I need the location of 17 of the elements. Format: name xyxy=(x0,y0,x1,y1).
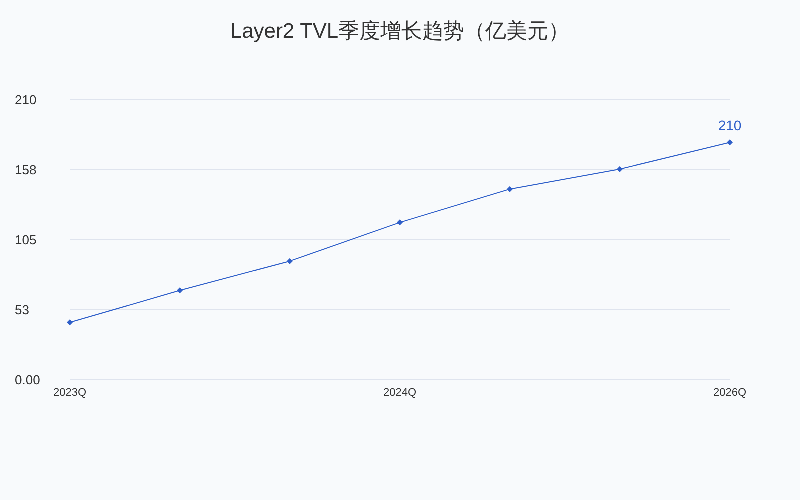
y-tick-label: 0.00 xyxy=(15,372,40,388)
y-tick-label: 105 xyxy=(15,232,37,248)
point xyxy=(397,220,403,226)
point xyxy=(67,320,73,326)
x-tick-label: 2023Q xyxy=(53,386,87,399)
point xyxy=(727,140,733,146)
point xyxy=(177,288,183,294)
y-tick-label: 53 xyxy=(15,302,30,318)
y-tick-label: 158 xyxy=(15,162,37,178)
chart-title: Layer2 TVL季度增长趋势（亿美元） xyxy=(229,19,571,45)
point xyxy=(507,186,513,192)
x-tick-label: 2024Q xyxy=(383,386,417,399)
y-tick-label: 210 xyxy=(15,92,37,108)
x-tick-label: 2026Q xyxy=(713,386,747,399)
point xyxy=(617,166,623,172)
annotation: 210 xyxy=(718,118,742,134)
point xyxy=(287,258,293,264)
